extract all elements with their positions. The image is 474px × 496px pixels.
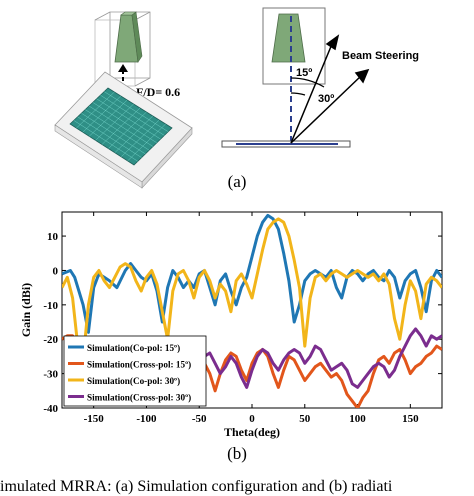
figure-caption: imulated MRRA: (a) Simulation configurat…	[0, 478, 393, 495]
beam-steering-label: Beam Steering	[342, 50, 419, 62]
legend: Simulation(Co-pol: 15º) Simulation(Cross-…	[63, 335, 207, 407]
beam-arrows	[290, 34, 370, 144]
legend-entry: Simulation(Co-pol: 30º)	[87, 376, 180, 386]
x-tick-label: 0	[249, 413, 255, 425]
x-tick-label: -150	[84, 413, 105, 425]
y-tick-label: -30	[43, 369, 58, 381]
fd-label: F/D= 0.6	[136, 85, 180, 99]
y-tick-label: 0	[53, 265, 59, 277]
legend-entry: Simulation(Co-pol: 15º)	[87, 343, 180, 353]
angle-arc-30	[290, 77, 325, 88]
x-axis-label: Theta(deg)	[224, 425, 280, 439]
x-tick-label: 150	[402, 413, 419, 425]
y-tick-label: -40	[43, 403, 58, 415]
series-line-3	[62, 217, 442, 362]
x-tick-label: 100	[349, 413, 366, 425]
x-tick-label: 50	[299, 413, 311, 425]
series-line-4	[203, 327, 442, 389]
x-tick-label: -100	[136, 413, 157, 425]
gain-chart: -150 -100 -50 0 50 100 150100-10-20-30-40Theta…	[19, 211, 443, 439]
reflectarray-icon	[69, 87, 173, 166]
feed-box	[262, 7, 326, 85]
y-axis-label: Gain (dBi)	[19, 283, 33, 337]
angle-15-label: 15º	[296, 67, 312, 79]
x-tick-label: -50	[192, 413, 207, 425]
subfigure-b-label: (b)	[227, 444, 247, 463]
beam-steering-view: Beam Steering 15º 30º	[221, 7, 419, 148]
horn-feed-icon	[114, 11, 143, 63]
subfigure-a-label: (a)	[227, 172, 247, 191]
legend-entry: Simulation(Cross-pol: 30º)	[87, 393, 191, 403]
legend-entry: Simulation(Cross-pol: 15º)	[87, 360, 191, 370]
y-tick-label: -20	[43, 334, 58, 346]
antenna-3d-view: F/D= 0.6	[54, 11, 193, 189]
angle-30-label: 30º	[318, 93, 334, 105]
y-tick-label: -10	[43, 300, 58, 312]
horn-side-icon	[271, 13, 306, 63]
angle-arc-15	[290, 92, 306, 96]
y-tick-label: 10	[47, 231, 59, 243]
